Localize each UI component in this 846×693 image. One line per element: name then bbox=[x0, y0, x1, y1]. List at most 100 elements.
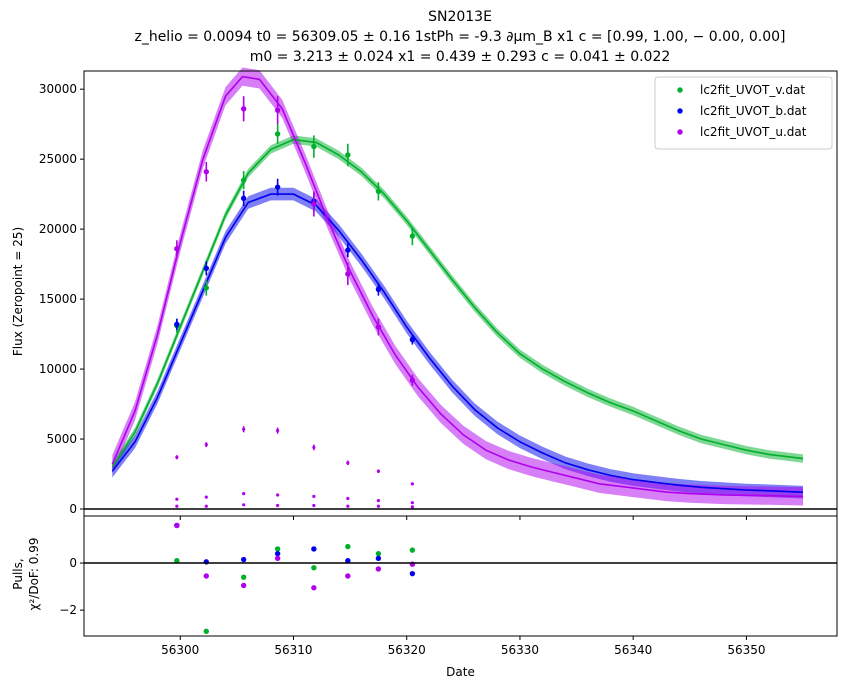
pulls-panel: −2 0 56300 56310 56320 56330 56340 56350 Pulls… bbox=[11, 515, 838, 679]
data-point bbox=[274, 107, 281, 113]
y-tick-label: 0 bbox=[69, 502, 77, 516]
y-tick-label: 20000 bbox=[39, 222, 77, 236]
small-marker bbox=[276, 493, 280, 497]
model-line-0 bbox=[111, 138, 804, 468]
legend: lc2fit_UVOT_v.dat lc2fit_UVOT_b.dat lc2fit… bbox=[654, 76, 833, 150]
data-point bbox=[345, 247, 351, 253]
small-marker bbox=[376, 469, 381, 473]
pull-point bbox=[274, 546, 281, 552]
data-point bbox=[375, 188, 382, 195]
x-tick-label: 56350 bbox=[727, 643, 765, 657]
data-point bbox=[409, 233, 416, 239]
x-tick-label: 56310 bbox=[274, 643, 312, 657]
title-line-2: z_helio = 0.0094 t0 = 56309.05 ± 0.16 1s… bbox=[134, 29, 785, 45]
pull-point bbox=[409, 570, 416, 577]
small-marker bbox=[312, 494, 316, 499]
pull-point bbox=[375, 555, 382, 562]
small-marker bbox=[242, 427, 246, 431]
data-points bbox=[174, 96, 416, 386]
pull-point bbox=[240, 582, 247, 589]
flux-x-ticks bbox=[179, 516, 747, 520]
pulls-panel-frame bbox=[83, 515, 838, 637]
title-line-3: m0 = 3.213 ± 0.024 x1 = 0.439 ± 0.293 c … bbox=[250, 49, 671, 65]
small-marker bbox=[410, 482, 414, 486]
pull-point bbox=[203, 573, 209, 579]
x-tick-label: 56330 bbox=[501, 643, 539, 657]
small-marker bbox=[204, 495, 208, 499]
pull-point bbox=[375, 550, 382, 557]
pull-point bbox=[311, 585, 317, 591]
legend-label: lc2fit_UVOT_b.dat bbox=[700, 104, 807, 118]
small-marker bbox=[175, 497, 179, 501]
small-marker bbox=[312, 445, 316, 450]
small-marker bbox=[204, 504, 208, 508]
x-tick-label: 56300 bbox=[161, 643, 199, 657]
small-marker bbox=[346, 504, 350, 508]
data-point bbox=[240, 195, 247, 202]
y-tick-label: 30000 bbox=[39, 82, 77, 96]
pull-y-axis-label: Pulls, χ²/DoF: 0.99 bbox=[11, 538, 41, 611]
data-point bbox=[203, 265, 209, 272]
small-marker bbox=[175, 504, 179, 508]
pull-point bbox=[311, 546, 317, 552]
small-marker bbox=[204, 443, 208, 447]
data-point bbox=[203, 169, 209, 175]
small-marker bbox=[410, 505, 414, 509]
data-point bbox=[240, 177, 247, 183]
model-band-1 bbox=[112, 187, 804, 499]
data-point bbox=[311, 143, 317, 150]
small-marker bbox=[175, 455, 179, 459]
pull-y-tick-label: 0 bbox=[69, 556, 77, 570]
data-point bbox=[203, 285, 209, 291]
date-x-axis-label: Date bbox=[446, 665, 475, 679]
pull-point bbox=[311, 565, 317, 571]
data-point bbox=[240, 106, 247, 112]
small-marker bbox=[346, 496, 350, 501]
pull-y-label-line: χ²/DoF: 0.99 bbox=[27, 538, 41, 611]
date-x-ticks: 56300 56310 56320 56330 56340 56350 bbox=[161, 636, 766, 657]
data-point bbox=[174, 321, 180, 327]
legend-marker bbox=[677, 108, 683, 114]
x-tick-label: 56320 bbox=[388, 643, 426, 657]
small-marker bbox=[276, 503, 280, 508]
small-marker bbox=[376, 499, 381, 503]
model-lines bbox=[111, 75, 804, 498]
pull-points bbox=[174, 522, 416, 634]
legend-box bbox=[654, 76, 833, 150]
data-point bbox=[345, 271, 351, 277]
small-marker bbox=[242, 492, 246, 496]
pull-y-ticks: −2 0 bbox=[59, 556, 84, 617]
data-point bbox=[174, 246, 180, 252]
pull-point bbox=[174, 522, 180, 529]
pull-point bbox=[174, 558, 180, 564]
pull-y-label-line: Pulls, bbox=[11, 558, 25, 589]
data-point bbox=[345, 152, 351, 158]
small-markers bbox=[175, 426, 414, 509]
y-tick-label: 15000 bbox=[39, 292, 77, 306]
data-point bbox=[274, 131, 281, 137]
data-point bbox=[375, 324, 382, 330]
legend-label: lc2fit_UVOT_u.dat bbox=[700, 125, 807, 139]
pull-point bbox=[409, 547, 416, 553]
small-marker bbox=[312, 503, 316, 508]
legend-marker bbox=[677, 87, 683, 93]
y-tick-label: 5000 bbox=[46, 432, 77, 446]
data-point bbox=[409, 336, 416, 343]
small-marker bbox=[276, 429, 280, 433]
pull-point bbox=[345, 543, 351, 550]
pull-point bbox=[240, 556, 247, 563]
pull-point bbox=[375, 566, 382, 572]
data-point bbox=[311, 201, 317, 207]
pull-y-tick-label: −2 bbox=[59, 603, 77, 617]
flux-y-axis-label: Flux (Zeropoint = 25) bbox=[11, 227, 25, 356]
small-marker bbox=[346, 461, 350, 465]
flux-panel: 0 5000 10000 15000 20000 25000 30000 Flux (Zer… bbox=[11, 67, 838, 520]
title-line-1: SN2013E bbox=[428, 9, 492, 25]
small-marker bbox=[376, 504, 381, 508]
pull-point bbox=[345, 558, 351, 564]
y-tick-label: 25000 bbox=[39, 152, 77, 166]
pull-point bbox=[274, 555, 281, 562]
data-point bbox=[274, 184, 281, 190]
pull-point bbox=[274, 550, 281, 557]
